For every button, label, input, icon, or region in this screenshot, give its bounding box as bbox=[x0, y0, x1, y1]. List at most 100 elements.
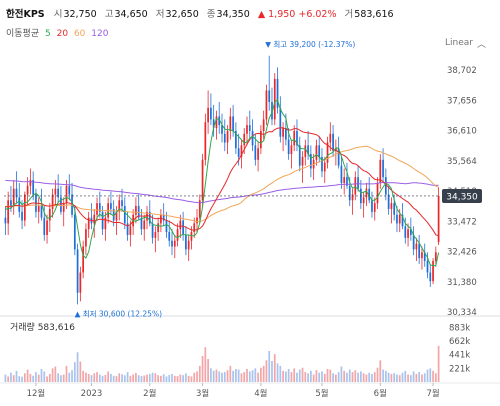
volume-bar bbox=[287, 368, 290, 382]
volume-bar bbox=[35, 372, 37, 382]
candle-body bbox=[365, 188, 368, 198]
candle-body bbox=[204, 122, 207, 160]
volume-bar bbox=[187, 375, 190, 382]
candle-body bbox=[243, 133, 246, 146]
volume-bar bbox=[218, 371, 221, 382]
chevron-up-icon[interactable]: ︿ bbox=[476, 40, 486, 50]
volume-bar bbox=[423, 373, 426, 382]
candle-body bbox=[273, 78, 276, 120]
volume-bar bbox=[398, 375, 401, 382]
volume-bar bbox=[415, 373, 418, 382]
volume-bar bbox=[10, 372, 12, 382]
candle-body bbox=[43, 217, 46, 235]
price-tick-label: 30,334 bbox=[447, 308, 477, 318]
candle-body bbox=[340, 165, 343, 183]
volume-bar bbox=[196, 371, 198, 382]
volume-bar bbox=[437, 345, 440, 382]
candle-body bbox=[190, 232, 193, 241]
volume-bar bbox=[210, 368, 212, 382]
candle-body bbox=[12, 188, 15, 207]
candle-body bbox=[362, 197, 365, 204]
ma60-legend[interactable]: 60 bbox=[73, 29, 86, 39]
candle-body bbox=[384, 177, 387, 195]
candle-body bbox=[193, 223, 196, 233]
candle-body bbox=[346, 177, 348, 186]
price-tick-label: 35,564 bbox=[447, 157, 477, 167]
volume-bar bbox=[343, 370, 346, 382]
volume-bar bbox=[248, 371, 251, 382]
volume-bar bbox=[190, 376, 193, 382]
volume-bar bbox=[221, 372, 223, 382]
volume-bar bbox=[76, 352, 79, 382]
high-annotation: ▼ 최고 39,200 (-12.37%) bbox=[265, 39, 355, 49]
volume-bar bbox=[18, 376, 21, 382]
volume-bar bbox=[246, 368, 248, 382]
candle-body bbox=[198, 200, 201, 218]
candle-body bbox=[82, 246, 85, 273]
volume-bar bbox=[60, 375, 62, 382]
volume-bar bbox=[384, 370, 387, 382]
volume-bar bbox=[387, 372, 390, 382]
last-price-label: 34,350 bbox=[446, 192, 478, 202]
candle-body bbox=[254, 145, 257, 160]
candle-body bbox=[235, 130, 237, 149]
volume-bar bbox=[160, 375, 162, 382]
ma20-legend[interactable]: 20 bbox=[56, 29, 69, 39]
candle-body bbox=[298, 145, 301, 166]
candle-body bbox=[185, 234, 187, 250]
x-tick-label: 12월 bbox=[27, 388, 46, 399]
volume-bar bbox=[23, 373, 26, 382]
candle-body bbox=[151, 223, 154, 238]
volume-bar bbox=[332, 373, 334, 382]
volume-bar bbox=[237, 369, 240, 382]
volume-bar bbox=[401, 372, 404, 382]
volume-bar bbox=[351, 372, 354, 382]
volume-bar bbox=[262, 365, 265, 382]
volume-bar bbox=[315, 370, 318, 382]
candle-body bbox=[310, 154, 312, 169]
high-label: 고 bbox=[104, 9, 114, 20]
low-label: 저 bbox=[155, 9, 165, 20]
candle-body bbox=[65, 185, 68, 204]
candle-body bbox=[110, 203, 112, 209]
candle-body bbox=[26, 185, 29, 195]
volume-bar bbox=[412, 371, 415, 382]
annotations: 거래량 583,616 ▼ 최고 39,200 (-12.37%) ▲ 최저 30,… bbox=[4, 39, 482, 333]
volume-bar bbox=[154, 373, 157, 382]
volume-bar bbox=[171, 373, 173, 382]
ma120-legend[interactable]: 120 bbox=[91, 29, 109, 39]
scale-mode-selector[interactable]: Linear bbox=[445, 38, 473, 48]
candle-body bbox=[46, 220, 48, 235]
volume-bar bbox=[207, 359, 209, 382]
volume-bar bbox=[62, 374, 65, 382]
volume-bar bbox=[432, 370, 434, 382]
candle-body bbox=[129, 226, 132, 235]
candle-body bbox=[329, 133, 332, 143]
volume-bar bbox=[15, 370, 18, 382]
volume-bar bbox=[126, 372, 129, 382]
volume-bar bbox=[73, 362, 76, 382]
x-tick-label: 4월 bbox=[254, 388, 267, 399]
volume-bar bbox=[204, 347, 207, 382]
candle-body bbox=[182, 220, 184, 235]
volume-bar bbox=[48, 373, 51, 382]
candle-body bbox=[154, 232, 157, 238]
volume-bar bbox=[168, 374, 171, 382]
volume-bar bbox=[112, 375, 115, 382]
ma5-legend[interactable]: 5 bbox=[45, 29, 51, 39]
candle-body bbox=[112, 208, 115, 221]
candle-body bbox=[98, 203, 101, 212]
volume-bar bbox=[182, 375, 184, 382]
volume-bar bbox=[26, 369, 29, 382]
candle-body bbox=[326, 142, 329, 163]
volume-bar bbox=[293, 368, 296, 382]
volume-bar bbox=[348, 369, 351, 382]
volume-bar bbox=[198, 365, 201, 382]
moving-average-lines bbox=[5, 98, 440, 267]
candle-body bbox=[168, 232, 171, 241]
candle-body bbox=[51, 194, 54, 209]
volume-bar bbox=[240, 373, 243, 382]
candle-body bbox=[279, 107, 282, 137]
candle-body bbox=[404, 226, 407, 238]
